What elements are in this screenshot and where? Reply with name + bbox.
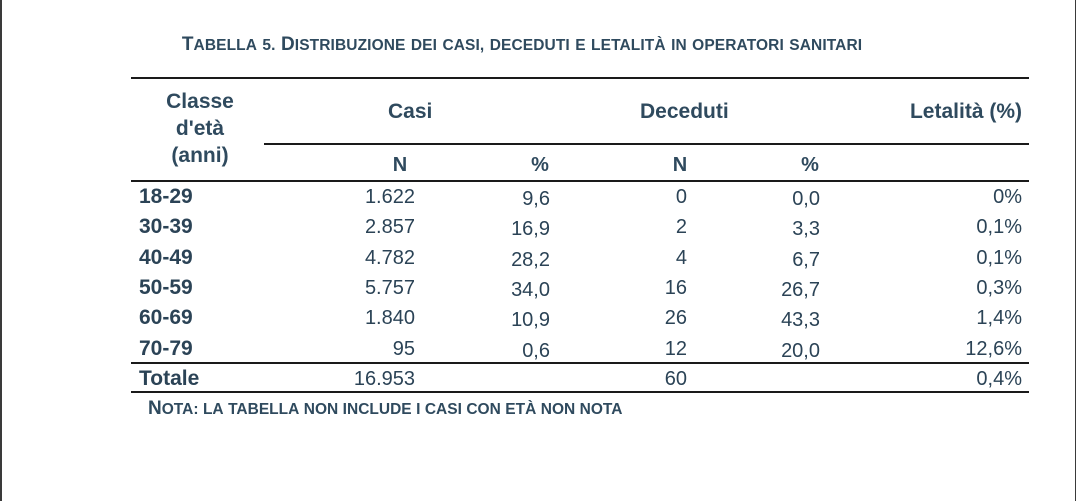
- cell-deaths-n: 16: [664, 276, 687, 299]
- cell-lethality: 0,1%: [976, 246, 1022, 269]
- header-age-class-line-1: Classe: [166, 90, 234, 113]
- header-age-class-line-2: d'età: [175, 117, 225, 140]
- left-window-edge: [0, 0, 2, 501]
- cell-age: 60-69: [139, 306, 193, 330]
- cell-cases-n: 4.782: [364, 246, 415, 269]
- cell-deaths-pct: 26,7: [781, 278, 820, 301]
- cell-cases-n: 1.622: [364, 186, 415, 208]
- cell-deaths-n: 2: [675, 216, 687, 239]
- cell-deaths-n: 12: [664, 337, 687, 360]
- cell-cases-n: 1.840: [364, 307, 415, 330]
- header-bottom-rule: [131, 180, 1029, 182]
- subheader-cases-n: N: [392, 154, 408, 176]
- header-age-class-line-3: (anni): [171, 144, 229, 167]
- cell-deaths-n: 0: [675, 186, 687, 208]
- cell-cases-n: 2.857: [364, 216, 415, 239]
- right-window-edge: [1075, 0, 1076, 501]
- cell-lethality: 12,6%: [965, 337, 1022, 360]
- cell-cases-n: 95: [392, 337, 415, 360]
- bottom-rule: [131, 391, 1029, 393]
- cell-deaths-pct: 43,3: [781, 309, 820, 332]
- cell-lethality: 0,1%: [976, 216, 1022, 239]
- total-top-rule: [131, 362, 1029, 364]
- cell-lethality: 0,3%: [976, 276, 1022, 299]
- cell-age: 40-49: [139, 245, 193, 269]
- total-label: Totale: [139, 367, 200, 390]
- cell-cases-pct: 0,6: [522, 339, 550, 362]
- subheader-cases-pct: %: [531, 154, 549, 176]
- top-rule: [131, 77, 1029, 79]
- cell-cases-n: 5.757: [364, 276, 415, 299]
- cell-lethality: 1,4%: [976, 307, 1022, 330]
- cell-deaths-pct: 6,7: [792, 248, 820, 271]
- cell-age: 18-29: [139, 185, 193, 208]
- cell-cases-pct: 28,2: [511, 248, 550, 271]
- cell-cases-pct: 16,9: [511, 218, 550, 241]
- cell-age: 50-59: [139, 275, 193, 299]
- cell-age: 70-79: [139, 336, 193, 360]
- header-deaths: Deceduti: [640, 100, 729, 123]
- cell-deaths-pct: 3,3: [792, 218, 820, 241]
- header-cases: Casi: [388, 100, 433, 123]
- subheader-deaths-n: N: [672, 154, 688, 176]
- total-cases-n: 16.953: [353, 368, 415, 390]
- total-deaths-n: 60: [664, 368, 687, 390]
- cell-deaths-pct: 20,0: [781, 339, 820, 362]
- cell-deaths-pct: 0,0: [792, 188, 820, 210]
- header-lethality: Letalità (%): [909, 100, 1022, 123]
- subheader-deaths-pct: %: [801, 154, 819, 176]
- cell-lethality: 0%: [993, 186, 1022, 208]
- cell-cases-pct: 10,9: [511, 309, 550, 332]
- table-title: TABELLA 5. DISTRIBUZIONE DEI CASI, DECED…: [0, 34, 1080, 56]
- table-note: NOTA: LA TABELLA NON INCLUDE I CASI CON …: [148, 398, 623, 419]
- cell-deaths-n: 26: [664, 307, 687, 330]
- cell-deaths-n: 4: [675, 246, 687, 269]
- cell-age: 30-39: [139, 215, 193, 239]
- cell-cases-pct: 9,6: [522, 188, 550, 210]
- total-lethality: 0,4%: [976, 368, 1022, 390]
- header-sub-rule: [264, 143, 1029, 145]
- table-title-text: TABELLA 5. DISTRIBUZIONE DEI CASI, DECED…: [181, 34, 863, 55]
- cell-cases-pct: 34,0: [511, 278, 550, 301]
